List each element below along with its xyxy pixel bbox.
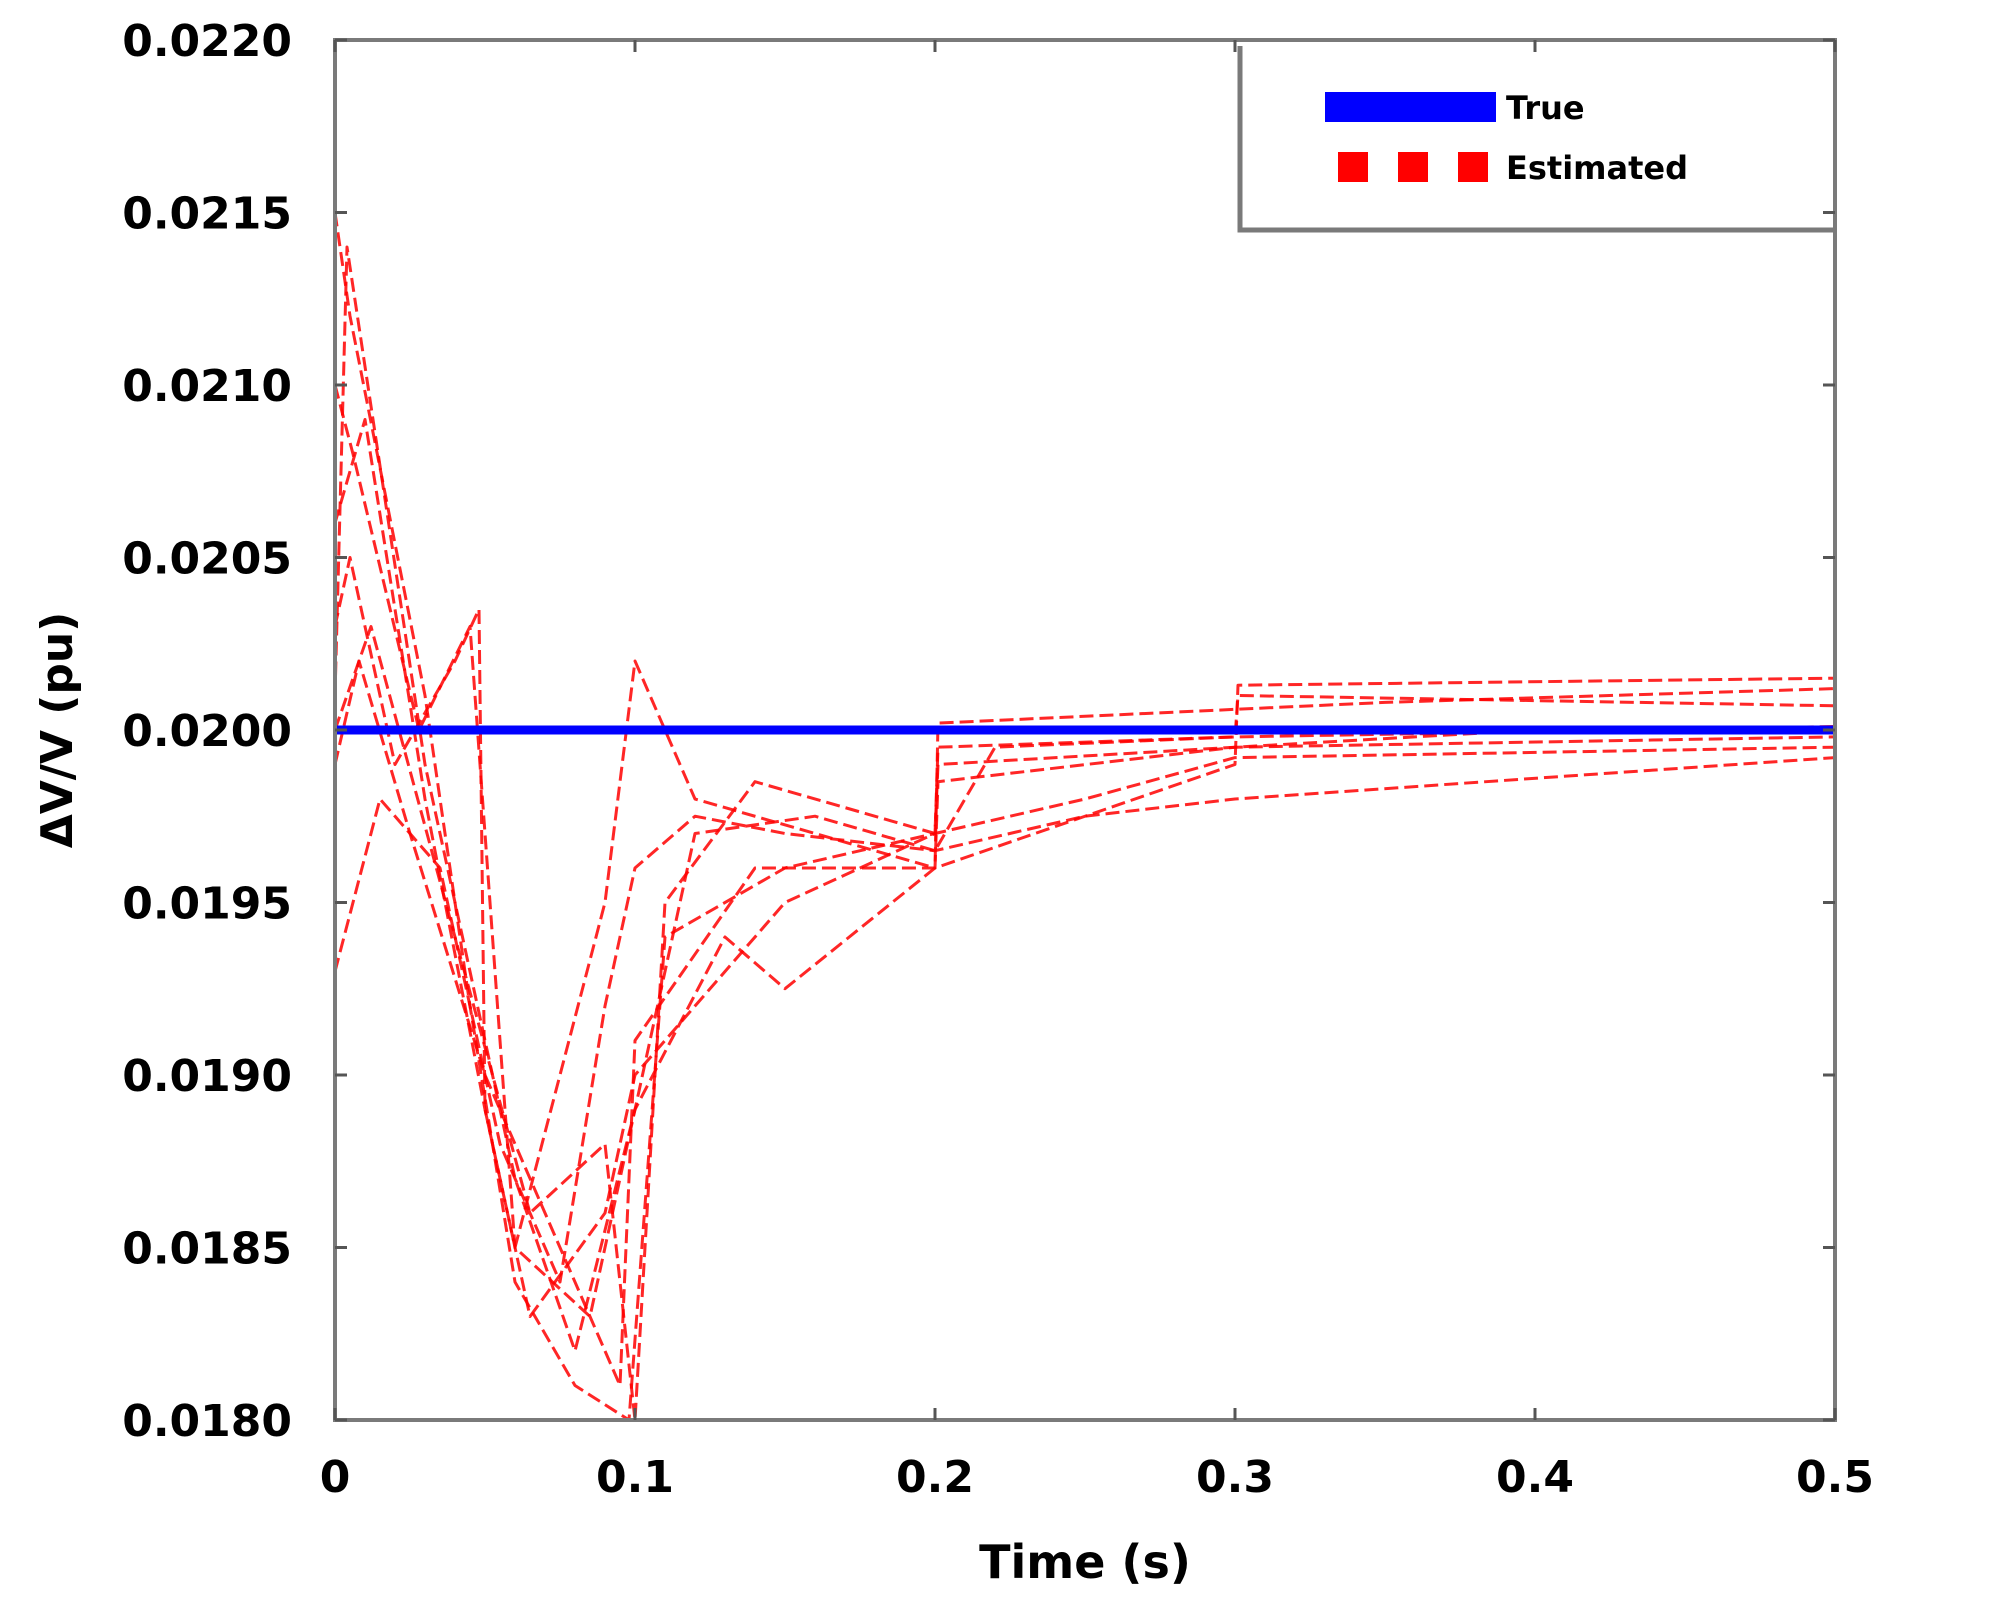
estimated-line-5 bbox=[335, 245, 1835, 1353]
x-tick-label: 0.3 bbox=[1196, 1452, 1274, 1503]
estimated-line-4 bbox=[335, 659, 1835, 1387]
y-tick-label: 0.0190 bbox=[122, 1051, 292, 1102]
y-axis-label: ΔV/V (pu) bbox=[32, 612, 83, 849]
legend-true-label: True bbox=[1506, 89, 1585, 127]
x-tick-label: 0.1 bbox=[596, 1452, 674, 1503]
y-tick-label: 0.0210 bbox=[122, 361, 292, 412]
estimated-line-8 bbox=[335, 625, 1835, 1420]
y-tick-label: 0.0180 bbox=[122, 1396, 292, 1447]
x-tick-label: 0.5 bbox=[1796, 1452, 1874, 1503]
x-tick-label: 0 bbox=[320, 1452, 351, 1503]
x-tick-label: 0.2 bbox=[896, 1452, 974, 1503]
estimated-line-1 bbox=[335, 212, 1835, 1420]
y-tick-label: 0.0215 bbox=[122, 189, 292, 240]
legend-box bbox=[1237, 46, 1833, 233]
y-tick-labels: 0.0180 0.0185 0.0190 0.0195 0.0200 0.0205 0.02… bbox=[122, 16, 292, 1447]
axis-ticks bbox=[333, 38, 1837, 1422]
estimated-line-3 bbox=[335, 418, 1835, 1318]
estimated-line-6 bbox=[335, 756, 1835, 1284]
y-tick-label: 0.0205 bbox=[122, 534, 292, 585]
x-axis-label: Time (s) bbox=[979, 1535, 1191, 1589]
estimated-line-7 bbox=[335, 384, 1835, 1318]
x-tick-labels: 0 0.1 0.2 0.3 0.4 0.5 bbox=[320, 1452, 1874, 1503]
legend-estimated-swatch-2 bbox=[1398, 152, 1428, 182]
legend-estimated-swatch-3 bbox=[1458, 152, 1488, 182]
x-tick-label: 0.4 bbox=[1496, 1452, 1574, 1503]
y-tick-label: 0.0220 bbox=[122, 16, 292, 67]
y-tick-label: 0.0200 bbox=[122, 706, 292, 757]
y-tick-label: 0.0185 bbox=[122, 1224, 292, 1275]
legend-estimated-swatch-1 bbox=[1338, 152, 1368, 182]
legend: True Estimated bbox=[1237, 46, 1833, 233]
legend-estimated-label: Estimated bbox=[1506, 149, 1688, 187]
y-tick-label: 0.0195 bbox=[122, 879, 292, 930]
